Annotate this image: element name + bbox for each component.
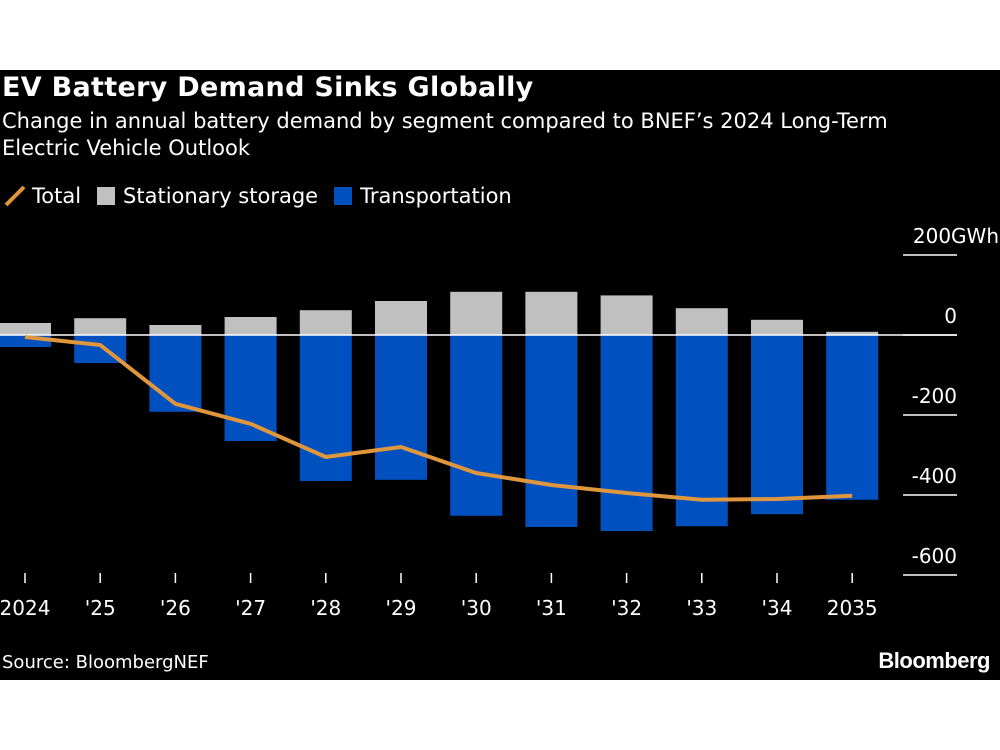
bar-stationary-storage (826, 331, 879, 335)
y-tick-label: 0 (944, 304, 957, 328)
bar-transportation (751, 335, 803, 515)
legend-item-stationary: Stationary storage (97, 184, 318, 208)
bar-stationary-storage (675, 308, 728, 335)
x-tick-label: '28 (310, 596, 341, 620)
bar-stationary-storage (0, 323, 51, 335)
legend-swatch (334, 187, 353, 205)
x-tick-label: '32 (611, 596, 642, 620)
chart-panel: EV Battery Demand Sinks Globally Change … (0, 70, 1000, 680)
y-tick-label: -200 (912, 384, 957, 408)
x-tick-label: '34 (762, 596, 793, 620)
x-tick-label: '33 (686, 596, 717, 620)
bar-transportation (149, 335, 202, 412)
bloomberg-logo: Bloomberg (878, 648, 990, 673)
x-tick-label: '30 (461, 596, 492, 620)
source-note: Source: BloombergNEF (2, 652, 209, 673)
x-tick-label: 2035 (827, 596, 878, 620)
y-tick-label: -600 (912, 544, 957, 568)
x-tick-label: '31 (536, 596, 567, 620)
bar-transportation (450, 335, 503, 516)
x-tick-label: '27 (235, 596, 266, 620)
y-tick-label: 200GWh (913, 224, 999, 248)
legend-line-swatch (4, 185, 26, 207)
legend-item-total: Total (4, 184, 81, 208)
bar-stationary-storage (751, 319, 803, 335)
y-tick-label: -400 (912, 464, 957, 488)
bar-stationary-storage (149, 325, 202, 335)
bar-stationary-storage (74, 318, 127, 335)
x-tick-label: 2024 (0, 596, 50, 620)
bar-stationary-storage (299, 310, 352, 335)
bar-stationary-storage (600, 295, 653, 335)
line-total (24, 335, 853, 502)
legend-label: Transportation (360, 184, 512, 208)
bar-transportation (826, 335, 879, 500)
legend-item-transportation: Transportation (334, 184, 512, 208)
x-tick-label: '25 (85, 596, 116, 620)
legend-label: Stationary storage (123, 184, 319, 208)
legend-label: Total (32, 184, 82, 208)
bar-stationary-storage (525, 291, 578, 335)
bar-stationary-storage (224, 317, 277, 335)
legend: Total Stationary storage Transportation (4, 184, 518, 208)
x-tick-label: '29 (386, 596, 417, 620)
bar-transportation (675, 335, 728, 527)
bar-transportation (299, 335, 352, 481)
legend-swatch (97, 187, 116, 205)
chart-title: EV Battery Demand Sinks Globally (2, 72, 534, 103)
bar-stationary-storage (375, 301, 427, 335)
bar-stationary-storage (450, 291, 503, 335)
bar-transportation (375, 335, 427, 480)
bar-transportation (525, 335, 578, 527)
plot-area: 200GWh 0 -200 -400 -600 2024 '25 '26 '27 '28 '29 '3… (0, 224, 999, 620)
x-tick-label: '26 (160, 596, 191, 620)
chart-subtitle: Change in annual battery demand by segme… (2, 109, 888, 160)
bar-transportation (600, 335, 653, 531)
